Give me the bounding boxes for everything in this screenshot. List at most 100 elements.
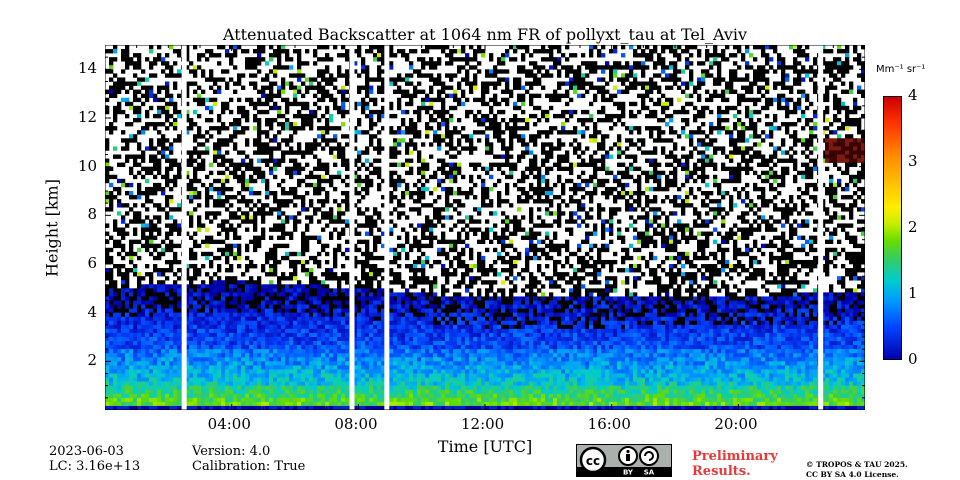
heatmap-cell — [205, 77, 210, 82]
heatmap-cell — [305, 259, 310, 265]
heatmap-cell — [353, 381, 358, 386]
heatmap-cell — [129, 154, 134, 159]
heatmap-cell — [201, 162, 206, 167]
heatmap-cell — [361, 61, 366, 66]
heatmap-cell — [125, 369, 130, 374]
heatmap-cell — [153, 182, 158, 188]
heatmap-cell — [229, 357, 234, 362]
heatmap-cell — [309, 337, 314, 342]
heatmap-cell — [217, 353, 222, 358]
heatmap-cell — [257, 284, 262, 289]
heatmap-cell — [185, 158, 190, 163]
heatmap-cell — [261, 142, 266, 147]
heatmap-cell — [413, 308, 418, 313]
heatmap-cell — [173, 259, 178, 265]
heatmap-cell — [129, 191, 134, 196]
heatmap-cell — [237, 191, 242, 196]
heatmap-cell — [245, 118, 250, 123]
heatmap-cell — [229, 134, 234, 139]
heatmap-cell — [401, 122, 406, 127]
heatmap-cell — [313, 328, 318, 334]
heatmap-cell — [253, 81, 258, 86]
heatmap-cell — [113, 45, 118, 50]
heatmap-cell — [281, 85, 286, 90]
heatmap-cell — [357, 259, 362, 265]
heatmap-cell — [249, 207, 254, 212]
heatmap-cell — [233, 174, 238, 180]
heatmap-cell — [233, 365, 238, 370]
heatmap-cell — [153, 393, 158, 399]
heatmap-cell — [185, 130, 190, 135]
heatmap-cell — [109, 122, 114, 127]
heatmap-cell — [353, 284, 358, 289]
heatmap-cell — [197, 154, 202, 159]
heatmap-cell — [165, 361, 170, 366]
heatmap-cell — [201, 385, 206, 391]
heatmap-cell — [313, 284, 318, 289]
heatmap-cell — [193, 272, 198, 277]
heatmap-cell — [189, 264, 194, 269]
heatmap-cell — [329, 341, 334, 346]
heatmap-cell — [285, 292, 290, 297]
heatmap-cell — [141, 174, 146, 180]
heatmap-cell — [153, 345, 158, 350]
heatmap-cell — [413, 353, 418, 358]
heatmap-cell — [357, 405, 362, 410]
heatmap-cell — [261, 146, 266, 151]
heatmap-cell — [373, 97, 378, 103]
heatmap-cell — [149, 361, 154, 366]
heatmap-cell — [241, 308, 246, 313]
heatmap-cell — [261, 292, 266, 297]
heatmap-cell — [169, 389, 174, 395]
heatmap-cell — [189, 401, 194, 407]
heatmap-cell — [245, 292, 250, 297]
heatmap-cell — [337, 105, 342, 111]
heatmap-cell — [333, 154, 338, 159]
heatmap-cell — [429, 142, 434, 147]
heatmap-cell — [317, 341, 322, 346]
heatmap-cell — [409, 397, 414, 403]
heatmap-cell — [161, 337, 166, 342]
heatmap-cell — [133, 288, 138, 293]
heatmap-cell — [209, 316, 214, 322]
heatmap-cell — [141, 166, 146, 172]
heatmap-cell — [289, 345, 294, 350]
heatmap-cell — [393, 195, 398, 200]
heatmap-cell — [393, 296, 398, 301]
heatmap-cell — [437, 73, 442, 78]
heatmap-cell — [381, 45, 386, 50]
heatmap-cell — [413, 126, 418, 131]
heatmap-cell — [441, 235, 446, 240]
heatmap-cell — [205, 397, 210, 403]
heatmap-cell — [397, 292, 402, 297]
heatmap-cell — [405, 142, 410, 147]
heatmap-cell — [225, 150, 230, 155]
heatmap-cell — [141, 223, 146, 228]
heatmap-cell — [233, 243, 238, 249]
heatmap-cell — [117, 101, 122, 107]
heatmap-cell — [217, 231, 222, 236]
heatmap-cell — [173, 337, 178, 342]
heatmap-cell — [169, 292, 174, 297]
heatmap-cell — [381, 324, 386, 330]
heatmap-cell — [433, 369, 438, 374]
heatmap-cell — [297, 280, 302, 285]
heatmap-cell — [345, 288, 350, 293]
heatmap-cell — [393, 389, 398, 395]
heatmap-cell — [317, 304, 322, 309]
heatmap-cell — [357, 361, 362, 366]
heatmap-cell — [381, 341, 386, 346]
heatmap-cell — [277, 227, 282, 232]
heatmap-cell — [405, 146, 410, 151]
heatmap-cell — [233, 142, 238, 147]
heatmap-cell — [293, 251, 298, 257]
heatmap-cell — [125, 324, 130, 330]
heatmap-cell — [133, 393, 138, 399]
heatmap-cell — [337, 304, 342, 309]
heatmap-cell — [213, 369, 218, 374]
heatmap-cell — [125, 182, 130, 188]
heatmap-cell — [317, 126, 322, 131]
heatmap-cell — [433, 109, 438, 115]
heatmap-cell — [117, 81, 122, 86]
heatmap-cell — [337, 369, 342, 374]
